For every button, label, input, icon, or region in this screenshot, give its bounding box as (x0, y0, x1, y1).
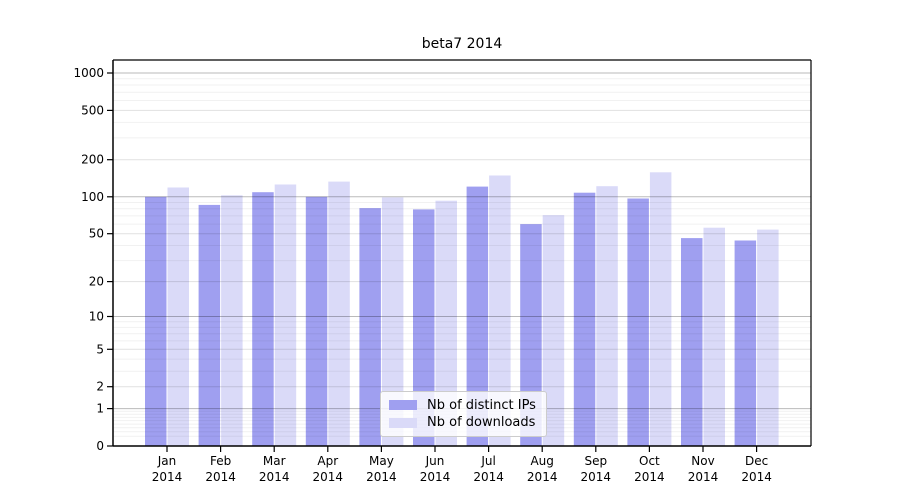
x-tick-year-jul: 2014 (473, 470, 504, 484)
bar-nov-downloads (703, 227, 725, 446)
x-tick-label-oct: Oct (639, 454, 660, 468)
bar-jan-distinct-ips (145, 196, 167, 446)
bar-oct-downloads (649, 172, 672, 447)
x-tick-label-jun: Jun (425, 454, 445, 468)
x-tick-year-aug: 2014 (527, 470, 558, 484)
bar-aug-downloads (542, 215, 565, 446)
bar-mar-downloads (274, 184, 297, 446)
x-tick-label-dec: Dec (745, 454, 768, 468)
bar-jun-downloads (435, 200, 457, 446)
bar-aug-distinct-ips (520, 224, 542, 446)
x-tick-label-sep: Sep (584, 454, 607, 468)
y-tick-label-100: 100 (81, 190, 104, 204)
x-tick-year-apr: 2014 (313, 470, 344, 484)
bar-jul-distinct-ips (466, 186, 489, 446)
legend-item-downloads: Nb of downloads (389, 415, 538, 430)
bar-may-distinct-ips (359, 208, 381, 446)
y-tick-label-20: 20 (89, 275, 104, 289)
legend-swatch-distinct-ips (389, 400, 417, 411)
x-tick-year-sep: 2014 (581, 470, 612, 484)
bar-apr-distinct-ips (305, 196, 328, 446)
x-tick-year-may: 2014 (366, 470, 397, 484)
x-tick-label-may: May (369, 454, 394, 468)
bar-apr-downloads (328, 181, 350, 446)
bar-may-downloads (381, 197, 404, 446)
x-tick-year-jan: 2014 (152, 470, 183, 484)
legend-label-downloads: Nb of downloads (427, 415, 536, 431)
bar-dec-downloads (757, 229, 779, 446)
x-tick-year-nov: 2014 (688, 470, 719, 484)
y-tick-label-10: 10 (89, 310, 104, 324)
bar-oct-distinct-ips (627, 198, 649, 446)
y-tick-label-200: 200 (81, 153, 104, 167)
x-tick-label-mar: Mar (263, 454, 286, 468)
y-tick-label-5: 5 (96, 342, 104, 356)
x-tick-year-jun: 2014 (420, 470, 451, 484)
x-tick-year-feb: 2014 (205, 470, 236, 484)
y-tick-label-500: 500 (81, 103, 104, 117)
chart-title: beta7 2014 (421, 36, 503, 52)
chart-legend: Nb of distinct IPs Nb of downloads (380, 391, 547, 437)
x-tick-year-mar: 2014 (259, 470, 290, 484)
legend-item-distinct-ips: Nb of distinct IPs (389, 398, 538, 413)
bar-feb-downloads (221, 195, 243, 446)
bar-jun-distinct-ips (413, 209, 435, 446)
y-tick-label-50: 50 (89, 227, 104, 241)
y-tick-label-2: 2 (96, 380, 104, 394)
x-tick-label-jul: Jul (480, 454, 495, 468)
x-tick-label-feb: Feb (210, 454, 231, 468)
bar-nov-distinct-ips (681, 238, 703, 446)
x-tick-label-nov: Nov (691, 454, 714, 468)
y-tick-label-1: 1 (96, 402, 104, 416)
y-tick-label-1000: 1000 (73, 66, 104, 80)
bar-jan-downloads (167, 187, 189, 446)
x-tick-year-oct: 2014 (634, 470, 665, 484)
x-tick-label-aug: Aug (530, 454, 553, 468)
bar-feb-distinct-ips (198, 204, 221, 446)
bar-jul-downloads (489, 175, 511, 446)
bar-sep-distinct-ips (573, 192, 596, 446)
y-tick-label-0: 0 (96, 439, 104, 453)
bar-sep-downloads (596, 186, 618, 446)
bar-mar-distinct-ips (252, 192, 274, 446)
x-tick-label-apr: Apr (317, 454, 338, 468)
x-tick-year-dec: 2014 (741, 470, 772, 484)
bar-dec-distinct-ips (734, 240, 757, 446)
x-tick-label-jan: Jan (157, 454, 177, 468)
legend-label-distinct-ips: Nb of distinct IPs (427, 397, 536, 413)
legend-swatch-downloads (389, 417, 417, 428)
